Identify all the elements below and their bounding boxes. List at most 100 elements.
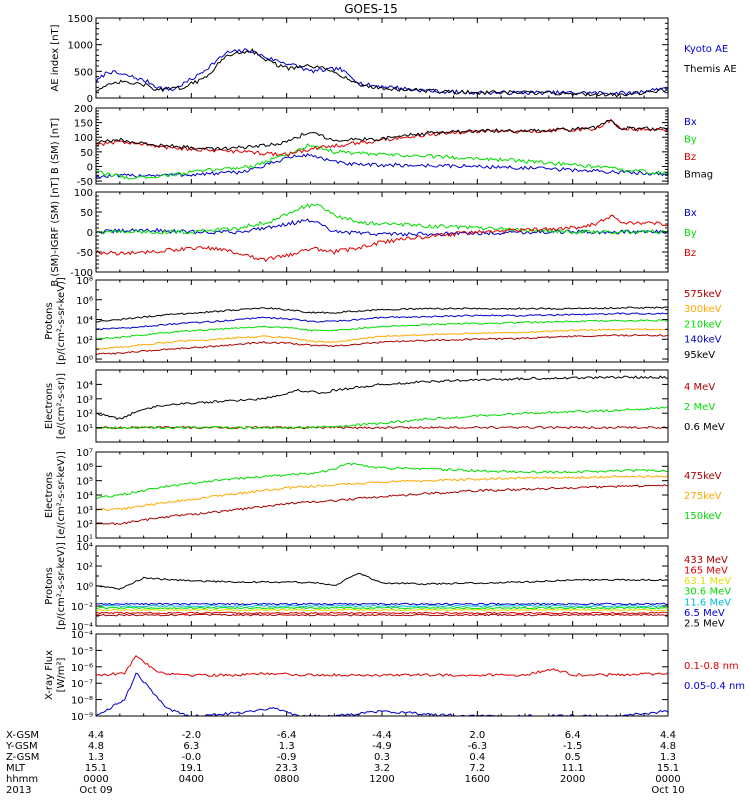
panel-traces: [96, 462, 668, 526]
series-protons-high-2: [96, 608, 668, 612]
panel-traces: [96, 48, 668, 98]
xaxis-cell: 4.4: [660, 730, 676, 741]
xaxis-cell: Oct 09: [79, 785, 112, 796]
panel-ylabel: X-ray Flux: [44, 650, 55, 700]
xaxis-cell: -2.0: [182, 730, 202, 741]
series-xray-0: [96, 654, 668, 677]
ytick-label: 10⁰: [76, 582, 93, 593]
ytick-label: 50: [80, 148, 93, 159]
panel-frame: [95, 369, 669, 443]
panel-ylabel: Protons: [44, 567, 55, 604]
series-electrons-high-0: [96, 425, 668, 430]
xaxis-cell: 15.1: [85, 763, 107, 774]
legend-entry: 300keV: [684, 304, 722, 315]
xaxis-cell: 15.1: [657, 763, 679, 774]
panel-ylabel-units: [p/(cm²-s-sr-keV)]: [56, 542, 67, 630]
ytick-label: 10²: [76, 335, 93, 346]
ytick-label: 10³: [76, 395, 93, 406]
series-protons-low-3: [96, 312, 668, 331]
series-bdiff-2: [96, 214, 668, 263]
panel-traces: [96, 118, 668, 180]
ytick-label: 10⁵: [76, 477, 93, 488]
legend-entry: 210keV: [684, 319, 722, 330]
ytick-label: 0: [87, 162, 93, 173]
legend-entry: 275keV: [684, 491, 722, 502]
panel-protons-high: 10⁻⁴ 10⁻² 10⁰ 10² 10⁴ Protons [p/(cm²-s-sr-keV…: [44, 542, 731, 633]
series-protons-high-0: [96, 613, 668, 617]
legend-entry: 150keV: [684, 511, 722, 522]
ytick-label: 10⁴: [76, 316, 93, 327]
series-electrons-high-1: [96, 406, 668, 430]
ytick-label: 10¹: [76, 424, 93, 435]
xaxis-cell: 0.5: [565, 752, 581, 763]
xaxis-cell: 19.1: [180, 763, 202, 774]
xaxis-cell: 4.8: [88, 741, 104, 752]
ytick-label: 500: [74, 67, 93, 78]
ytick-label: 10⁴: [76, 542, 93, 553]
xaxis-row-label: X-GSM: [6, 730, 39, 741]
series-electrons-low-1: [96, 474, 668, 511]
panel-ylabel: B (SM) [nT]: [50, 118, 61, 174]
ytick-label: 10⁴: [76, 380, 93, 391]
legend-entry: 4 MeV: [684, 382, 715, 393]
legend-entry: 475keV: [684, 471, 722, 482]
ytick-label: 10²: [76, 409, 93, 420]
panel-bdiff: -100 -50 0 50 100 B (SM)-IGRF (SM) [nT] Bx By Bz: [50, 177, 697, 286]
xaxis-cell: 7.2: [469, 763, 485, 774]
series-protons-high-4: [96, 604, 668, 608]
ytick-label: 200: [74, 104, 93, 115]
series-ae-0: [96, 48, 668, 96]
xaxis-cell: 0400: [179, 774, 204, 785]
xaxis-cell: 1.3: [88, 752, 104, 763]
legend-entry: 575keV: [684, 289, 722, 300]
panel-frame: [95, 107, 669, 185]
xaxis-cell: 0.3: [374, 752, 390, 763]
ytick-label: 10⁻⁸: [71, 696, 93, 707]
legend-entry: Themis AE: [683, 64, 737, 75]
panel-ylabel: Electrons: [44, 472, 55, 518]
xaxis-cell: 4.4: [88, 730, 104, 741]
ytick-label: 0: [87, 228, 93, 239]
xaxis-cell: -6.4: [277, 730, 297, 741]
xaxis-row-label: Z-GSM: [6, 752, 39, 763]
panel-ylabel: B (SM)-IGRF (SM) [nT]: [50, 177, 61, 286]
xaxis-cell: -0.9: [277, 752, 297, 763]
series-protons-high-3: [96, 606, 668, 610]
legend-entry: By: [684, 135, 697, 146]
legend-entry: 2 MeV: [684, 402, 715, 413]
legend-entry: Bx: [684, 208, 697, 219]
panel-electrons-low: 10¹ 10² 10³ 10⁴ 10⁵ 10⁶ 10⁷ Electrons [e/(cm²-s-…: [44, 448, 722, 545]
series-protons-high-6: [96, 572, 668, 590]
ytick-label: 1000: [68, 41, 93, 52]
xaxis-row-label: MLT: [6, 763, 26, 774]
xaxis-row-label: 2013: [6, 785, 31, 796]
ytick-label: 10⁷: [76, 448, 93, 459]
series-protons-low-2: [96, 319, 668, 340]
legend-entry: 63.1 MeV: [684, 576, 731, 587]
ytick-label: 10⁶: [76, 462, 93, 473]
panel-ylabel-units: [e/(cm²-s-sr)]: [56, 373, 67, 439]
panel-electrons-high: 10¹ 10² 10³ 10⁴ Electrons [e/(cm²-s-sr)] 4 MeV…: [44, 369, 725, 443]
xaxis-cell: 6.4: [565, 730, 581, 741]
series-protons-high-1: [96, 611, 668, 615]
panel-xray: 10⁻⁹ 10⁻⁸ 10⁻⁷ 10⁻⁶ 10⁻⁵ 10⁻⁴ X-ray Flux [W/m²]…: [44, 630, 745, 723]
ytick-label: 1500: [68, 14, 93, 25]
ytick-label: 10¹: [76, 534, 93, 545]
ytick-label: 10⁻⁵: [71, 646, 93, 657]
panel-traces: [96, 306, 668, 355]
legend-entry: 6.5 MeV: [684, 608, 725, 619]
series-xray-1: [96, 672, 668, 716]
legend-entry: 0.6 MeV: [684, 422, 725, 433]
ytick-label: 10⁻⁶: [71, 663, 93, 674]
ytick-label: 10⁻⁷: [71, 679, 93, 690]
series-ae-1: [96, 48, 668, 98]
xaxis-cell: -4.4: [372, 730, 392, 741]
xaxis-cell: 6.3: [183, 741, 199, 752]
series-bdiff-1: [96, 203, 668, 235]
ytick-label: 10⁻⁴: [71, 630, 93, 641]
xaxis-cell: -4.9: [372, 741, 392, 752]
xaxis-cell: 4.8: [660, 741, 676, 752]
xaxis-cell: 23.3: [276, 763, 298, 774]
series-bsm-3: [96, 119, 668, 152]
panel-ylabel: Electrons: [44, 383, 55, 429]
